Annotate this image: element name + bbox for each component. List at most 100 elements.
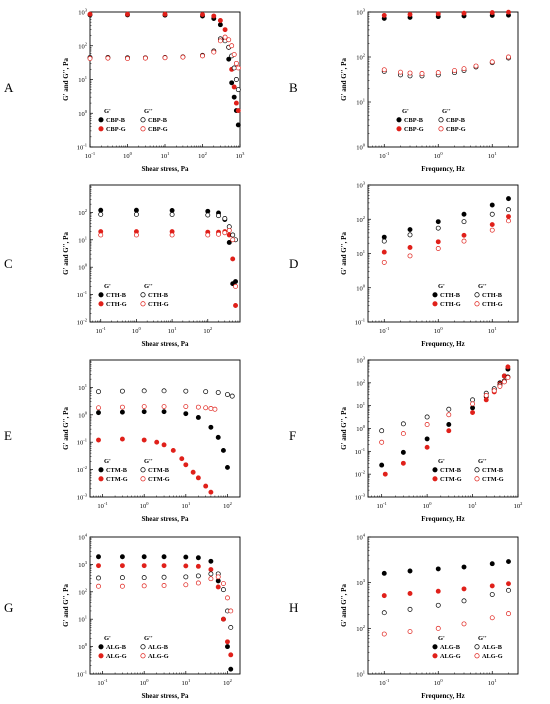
- legend-header-storage: G': [402, 108, 409, 115]
- series-cth-b-storage: [98, 207, 238, 287]
- y-tick-label: 100: [78, 642, 88, 651]
- legend-label: CTM-B: [148, 467, 170, 474]
- y-axis-label: G' and G'', Pa: [62, 584, 70, 627]
- x-tick-label: 10-1: [379, 326, 389, 335]
- legend-marker: [140, 126, 146, 132]
- data-point: [154, 439, 160, 445]
- data-point: [208, 576, 214, 582]
- series-cth-g-storage: [381, 214, 511, 255]
- legend-label: ALG-G: [106, 653, 127, 660]
- data-point: [125, 56, 130, 61]
- data-point: [215, 584, 221, 590]
- data-point: [141, 409, 147, 415]
- series-ctm-b-loss: [379, 374, 511, 434]
- y-tick-label: 102: [78, 208, 87, 217]
- y-axis-label: G' and G'', Pa: [62, 58, 70, 101]
- data-point: [225, 644, 230, 650]
- legend-label: CTM-G: [482, 476, 504, 483]
- data-point: [141, 575, 147, 581]
- data-point: [407, 232, 413, 238]
- data-point: [119, 409, 125, 415]
- data-point: [461, 211, 467, 217]
- legend-marker: [98, 467, 104, 473]
- data-point: [183, 574, 189, 580]
- data-point: [119, 554, 125, 560]
- data-point: [424, 444, 430, 450]
- x-tick-label: 100: [140, 678, 150, 687]
- legend-marker: [98, 653, 104, 659]
- legend-label: CTH-B: [106, 292, 127, 299]
- data-point: [435, 225, 441, 231]
- legend-label: CTH-G: [148, 301, 169, 308]
- data-point: [217, 22, 223, 28]
- data-point: [211, 49, 217, 55]
- data-point: [96, 405, 101, 411]
- data-point: [489, 592, 495, 597]
- data-point: [506, 196, 511, 202]
- plot-frame: [89, 184, 241, 323]
- data-point: [461, 219, 467, 225]
- data-point: [506, 587, 511, 593]
- panel-letter: G: [4, 600, 13, 615]
- data-point: [379, 428, 385, 434]
- data-point: [96, 575, 101, 581]
- data-point: [195, 555, 201, 561]
- series-alg-g-loss: [96, 574, 234, 614]
- panel-g: G 10-1 100 101 102 10-1 100 101 102 103 104 Shear s…: [4, 533, 241, 700]
- legend-marker: [438, 117, 444, 123]
- legend-label: CBP-B: [106, 117, 126, 124]
- data-point: [407, 253, 413, 259]
- data-point: [435, 246, 441, 251]
- data-point: [446, 406, 452, 412]
- data-point: [506, 207, 511, 213]
- data-point: [233, 60, 239, 66]
- legend-marker: [474, 644, 480, 650]
- data-point: [489, 222, 495, 228]
- legend-marker: [474, 292, 480, 298]
- legend-marker: [432, 301, 438, 307]
- data-point: [119, 436, 125, 442]
- data-point: [183, 411, 189, 417]
- y-tick-label: 100: [78, 109, 88, 118]
- legend: G' G'' CTH-B CTH-G CTH-B CTH-G: [432, 283, 503, 308]
- legend-label: CBP-G: [106, 126, 126, 133]
- data-point: [407, 591, 413, 596]
- legend-marker: [140, 117, 146, 123]
- series-cbp-b-loss: [87, 36, 241, 93]
- x-tick-label: 10-1: [379, 151, 389, 160]
- legend-label: CTM-G: [106, 476, 128, 483]
- x-tick-label: 102: [514, 501, 523, 510]
- data-point: [183, 462, 189, 468]
- data-point: [470, 401, 476, 407]
- series-cbp-g-loss: [87, 34, 241, 71]
- x-tick-label: 101: [488, 326, 497, 335]
- data-point: [96, 563, 101, 569]
- legend-marker: [98, 476, 104, 482]
- panel-letter: D: [289, 256, 298, 271]
- series-cbp-g-loss: [381, 54, 511, 76]
- data-point: [141, 404, 147, 410]
- legend-marker: [432, 644, 438, 650]
- data-point: [183, 554, 189, 560]
- data-point: [435, 11, 441, 17]
- data-point: [161, 409, 167, 415]
- data-point: [225, 464, 230, 470]
- data-point: [215, 390, 221, 395]
- data-point: [215, 434, 221, 440]
- data-point: [225, 392, 230, 397]
- legend-header-storage: G': [438, 635, 445, 642]
- legend-label: ALG-B: [148, 644, 169, 651]
- data-point: [161, 404, 167, 410]
- y-tick-label: 100: [78, 263, 88, 272]
- legend-marker: [140, 476, 146, 482]
- data-point: [133, 207, 139, 213]
- legend-label: CBP-B: [404, 117, 424, 124]
- legend: G' G'' CBP-B CBP-G CBP-B CBP-G: [98, 108, 168, 133]
- data-point: [233, 100, 239, 106]
- y-axis-label: G' and G'', Pa: [340, 407, 348, 450]
- legend-label: CTH-B: [482, 292, 503, 299]
- legend-header-loss: G'': [478, 635, 487, 642]
- legend-label: CTH-B: [148, 292, 169, 299]
- legend-header-loss: G'': [442, 108, 451, 115]
- legend-label: CBP-G: [148, 126, 168, 133]
